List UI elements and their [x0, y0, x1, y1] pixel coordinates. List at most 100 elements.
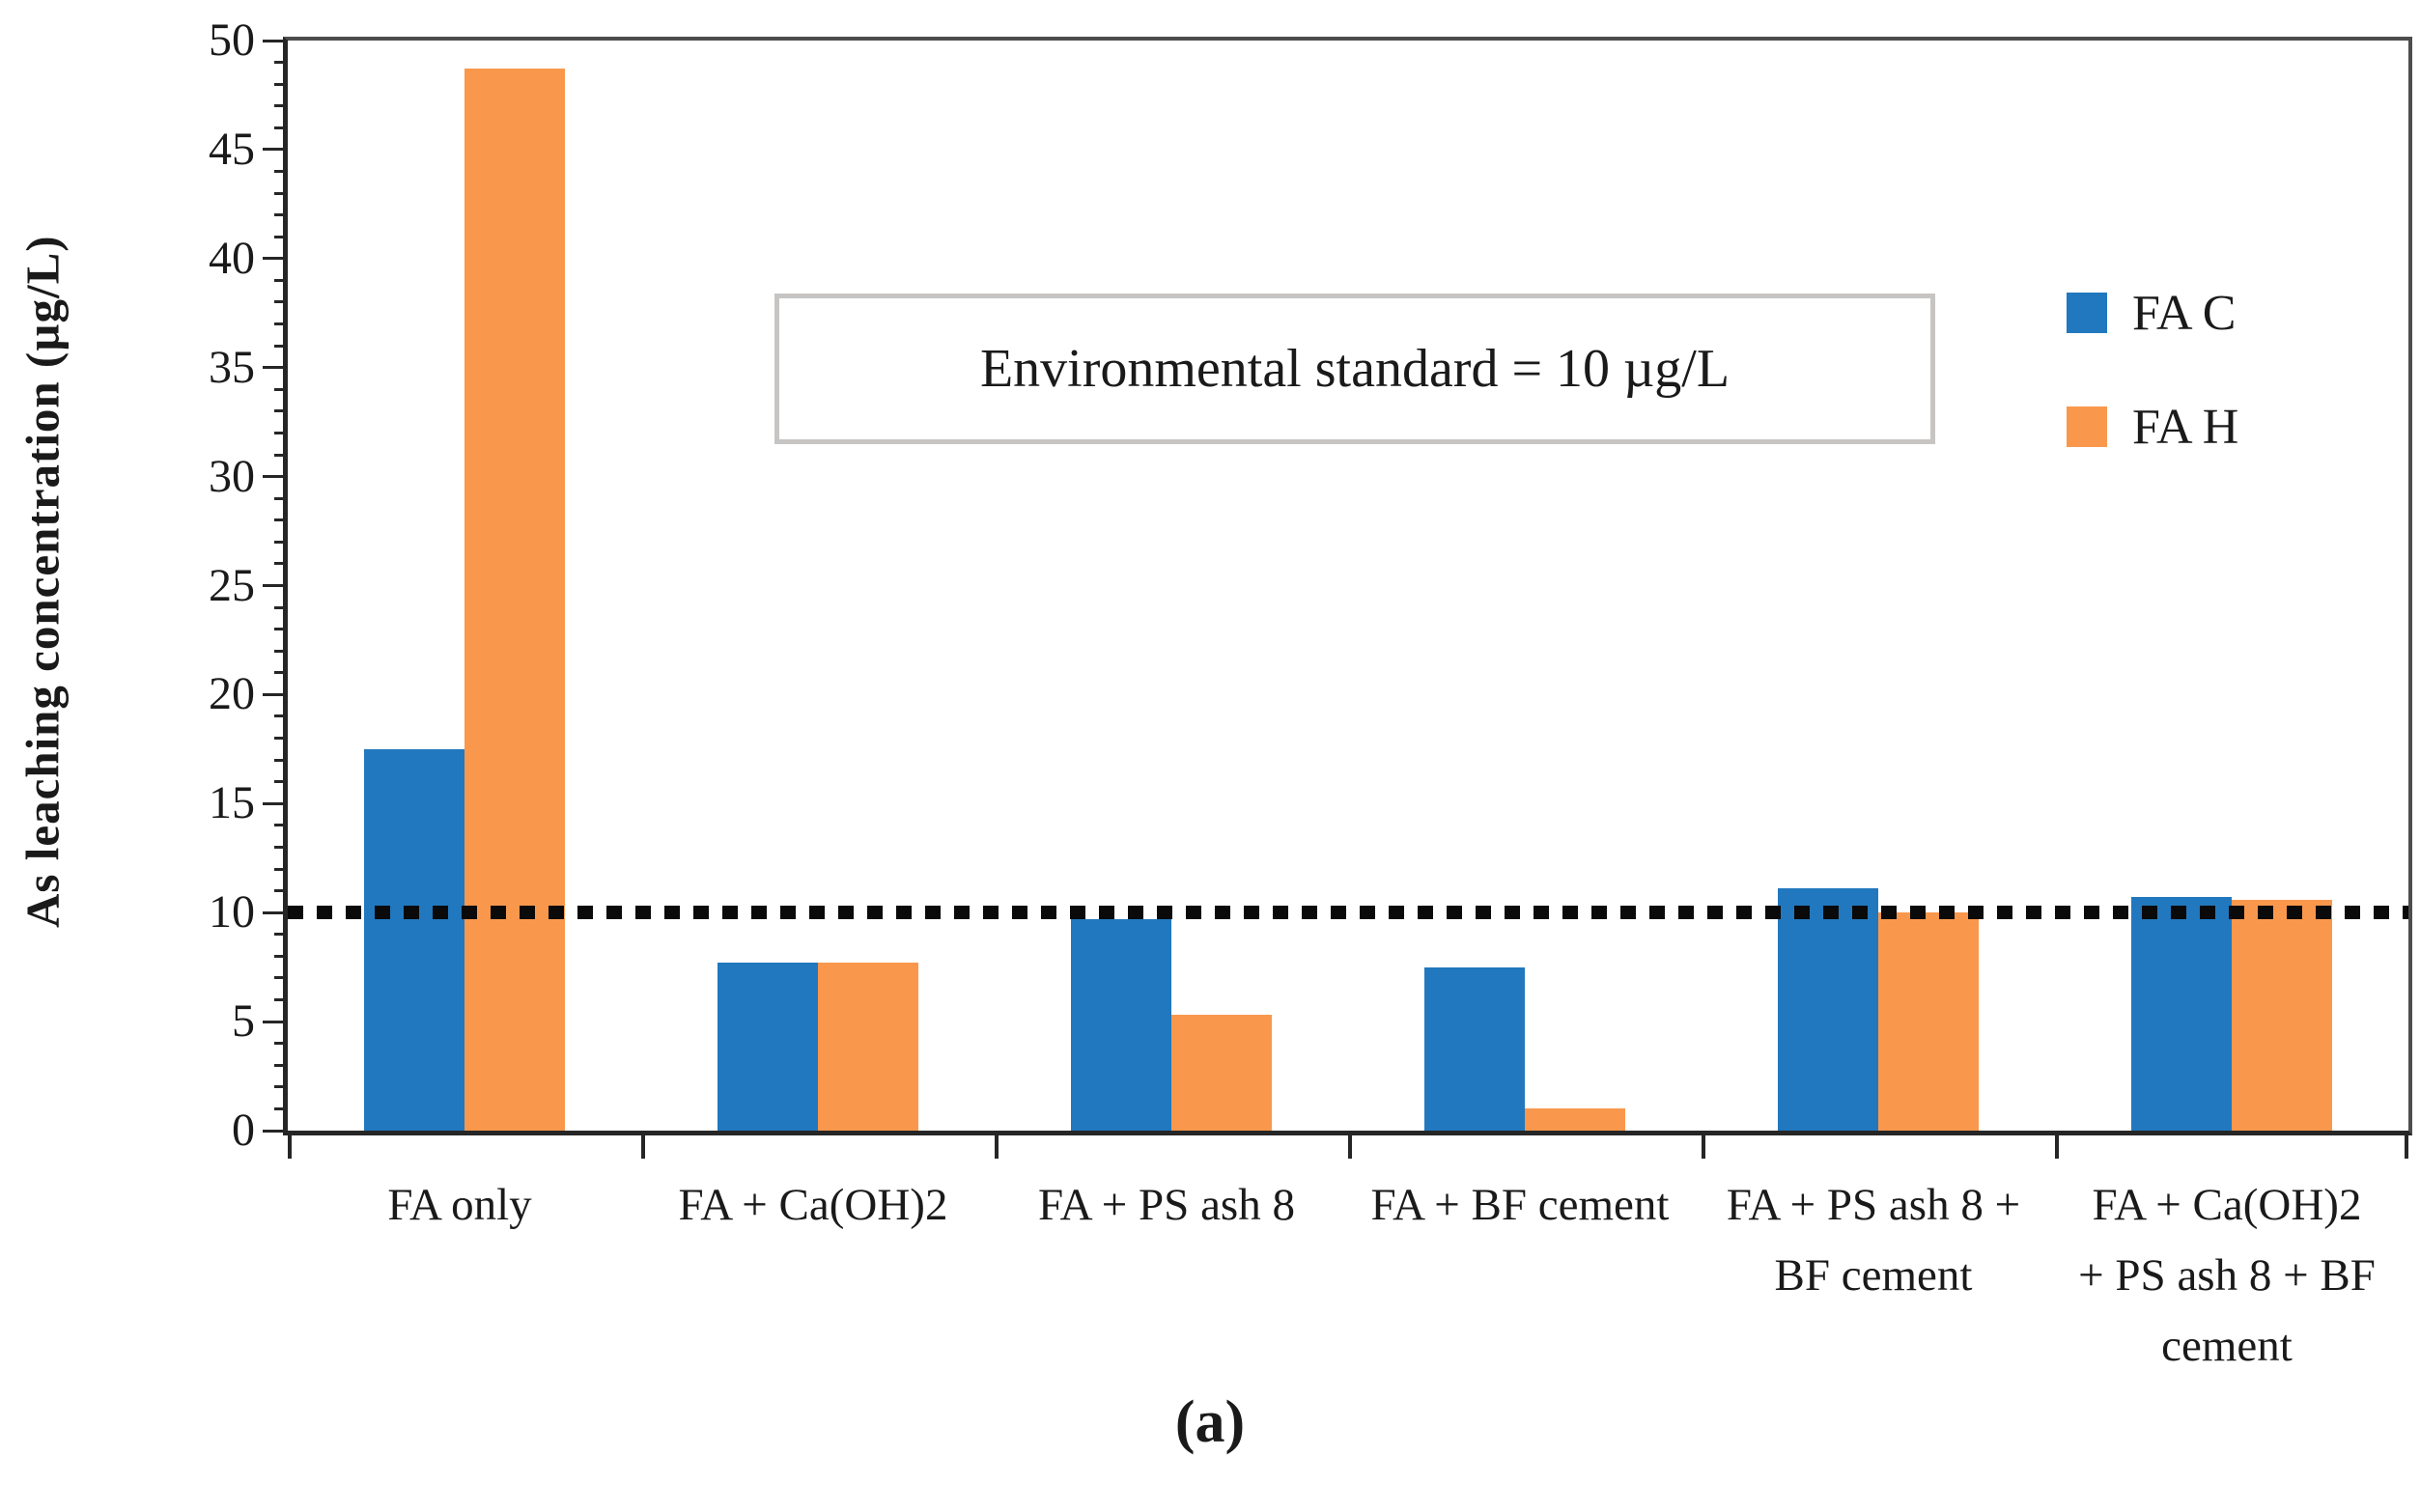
bar-fa-h-3 [1525, 1108, 1625, 1131]
y-minor-tick-37 [274, 322, 288, 326]
y-tick-label-20: 20 [209, 668, 255, 720]
y-minor-tick-43 [274, 191, 288, 195]
y-tick-label-5: 5 [232, 995, 255, 1048]
y-tick-label-45: 45 [209, 123, 255, 175]
y-minor-tick-29 [274, 496, 288, 500]
bar-fa-c-0 [364, 748, 464, 1131]
x-tick-6 [2405, 1135, 2408, 1159]
y-minor-tick-1 [274, 1106, 288, 1110]
x-category-label-1: FA + Ca(OH)2 [678, 1180, 948, 1230]
x-category-label-0: FA only [387, 1180, 532, 1230]
y-tick-label-0: 0 [232, 1105, 255, 1156]
y-tick-label-25: 25 [209, 559, 255, 611]
y-minor-tick-7 [274, 976, 288, 980]
x-category-label-4: FA + PS ash 8 + BF cement [1726, 1180, 2021, 1301]
plot-area: 0 5 10 15 20 25 30 35 40 45 50 Environmental stand… [209, 14, 2412, 1159]
y-minor-tick-6 [274, 998, 288, 1002]
y-minor-tick-12 [274, 867, 288, 871]
y-minor-tick-18 [274, 737, 288, 741]
y-major-tick-40 [263, 257, 288, 261]
y-minor-tick-41 [274, 235, 288, 238]
y-minor-tick-34 [274, 387, 288, 391]
y-major-tick-0 [263, 1129, 288, 1133]
x-tick-1 [641, 1135, 645, 1159]
y-minor-tick-46 [274, 126, 288, 129]
y-minor-tick-28 [274, 518, 288, 522]
y-minor-tick-36 [274, 344, 288, 348]
legend-swatch-fa-h [2067, 406, 2107, 447]
y-tick-label-15: 15 [209, 777, 255, 829]
y-minor-tick-31 [274, 453, 288, 457]
bar-fa-c-5 [2131, 897, 2232, 1131]
y-minor-tick-21 [274, 671, 288, 675]
threshold-line [288, 906, 2408, 920]
y-minor-tick-47 [274, 104, 288, 108]
y-minor-tick-48 [274, 82, 288, 86]
y-minor-tick-23 [274, 628, 288, 631]
y-minor-tick-33 [274, 409, 288, 413]
y-minor-tick-9 [274, 933, 288, 937]
x-tick-0 [288, 1135, 292, 1159]
annotation-box: Environmental standard = 10 µg/L [774, 294, 1935, 444]
bar-fa-c-1 [718, 963, 818, 1131]
y-major-tick-50 [263, 39, 288, 42]
legend-item-fa-c: FA C [2067, 284, 2238, 342]
legend: FA C FA H [2067, 284, 2238, 512]
x-category-label-2: FA + PS ash 8 [1038, 1180, 1295, 1230]
y-minor-tick-19 [274, 714, 288, 718]
y-tick-label-35: 35 [209, 341, 255, 393]
x-tick-5 [2055, 1135, 2059, 1159]
y-major-tick-15 [263, 801, 288, 805]
y-major-tick-35 [263, 366, 288, 370]
y-minor-tick-2 [274, 1085, 288, 1089]
y-minor-tick-26 [274, 562, 288, 566]
y-minor-tick-3 [274, 1063, 288, 1067]
x-tick-3 [1348, 1135, 1352, 1159]
bar-fa-c-4 [1778, 888, 1878, 1131]
legend-item-fa-h: FA H [2067, 398, 2238, 456]
x-tick-2 [995, 1135, 999, 1159]
bar-fa-h-5 [2232, 899, 2332, 1131]
y-major-tick-20 [263, 692, 288, 696]
bar-fa-h-4 [1878, 912, 1979, 1131]
y-minor-tick-14 [274, 824, 288, 827]
y-minor-tick-38 [274, 300, 288, 304]
x-axis-labels: FA only FA + Ca(OH)2 FA + PS ash 8 FA + BF … [283, 1170, 2404, 1392]
y-tick-label-10: 10 [209, 886, 255, 938]
y-minor-tick-16 [274, 780, 288, 784]
y-axis-title: As leaching concentration (µg/L) [15, 235, 70, 929]
y-minor-tick-4 [274, 1042, 288, 1046]
annotation-text: Environmental standard = 10 µg/L [979, 339, 1731, 399]
x-tick-4 [1702, 1135, 1705, 1159]
y-minor-tick-24 [274, 605, 288, 609]
legend-label-fa-c: FA C [2132, 285, 2237, 341]
y-minor-tick-22 [274, 649, 288, 653]
legend-label-fa-h: FA H [2132, 399, 2239, 455]
y-major-tick-10 [263, 910, 288, 914]
y-minor-tick-17 [274, 758, 288, 762]
y-minor-tick-44 [274, 169, 288, 173]
y-minor-tick-8 [274, 954, 288, 958]
y-major-tick-25 [263, 584, 288, 587]
bar-fa-c-2 [1071, 918, 1171, 1131]
bar-fa-h-1 [818, 963, 918, 1131]
bar-fa-c-3 [1424, 966, 1525, 1131]
y-minor-tick-49 [274, 61, 288, 65]
y-minor-tick-42 [274, 213, 288, 217]
x-category-label-3: FA + BF cement [1370, 1180, 1670, 1230]
y-minor-tick-13 [274, 845, 288, 849]
y-minor-tick-32 [274, 431, 288, 434]
bar-fa-h-0 [464, 69, 565, 1131]
y-tick-label-40: 40 [209, 232, 255, 284]
y-minor-tick-11 [274, 889, 288, 893]
y-tick-label-50: 50 [209, 14, 255, 66]
y-major-tick-5 [263, 1020, 288, 1023]
y-minor-tick-27 [274, 540, 288, 544]
legend-swatch-fa-c [2067, 293, 2107, 333]
x-category-label-5: FA + Ca(OH)2 + PS ash 8 + BF cement [2078, 1180, 2376, 1371]
bar-fa-h-2 [1171, 1015, 1272, 1131]
y-major-tick-45 [263, 148, 288, 152]
figure-caption: (a) [1174, 1389, 1246, 1455]
y-major-tick-30 [263, 475, 288, 479]
